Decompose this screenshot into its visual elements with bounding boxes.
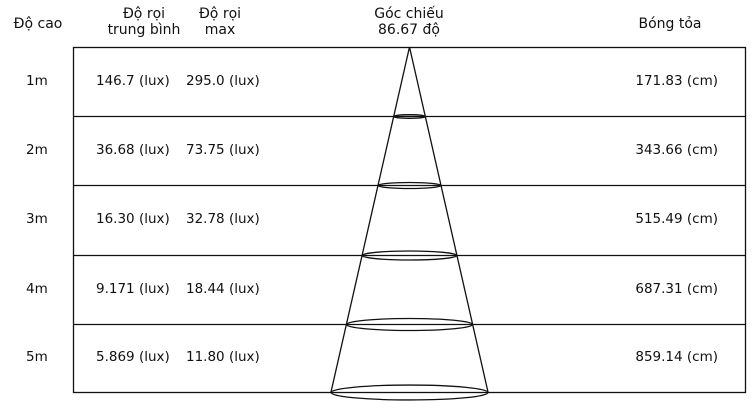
light-cone-section [393,114,426,119]
light-cone-section [361,250,458,261]
row-spread: 171.83 (cm) [635,72,718,89]
header-height: Độ cao [13,16,63,32]
row-avg-illuminance: 146.7 (lux) [96,72,170,89]
row-max-illuminance: 295.0 (lux) [186,72,260,89]
row-spread: 687.31 (cm) [635,280,718,297]
row-spread: 515.49 (cm) [635,211,718,227]
cone-right-edge [408,46,489,393]
light-cone-section [345,317,474,332]
row-height: 4m [26,280,48,297]
header-max: Độ rọi max [180,6,260,38]
row-max-illuminance: 11.80 (lux) [186,349,260,365]
row-height: 1m [26,72,48,89]
light-cone-section [330,384,489,401]
header-avg-line2: trung bình [107,22,181,38]
row-height: 5m [26,349,48,365]
light-cone-section [377,181,442,190]
row-max-illuminance: 32.78 (lux) [186,211,260,227]
row-max-illuminance: 73.75 (lux) [186,141,260,158]
cone-left-edge [330,46,411,393]
header-max-line2: max [204,22,236,38]
header-angle-line2: 86.67 độ [378,22,440,38]
row-spread: 859.14 (cm) [635,349,718,365]
row-spread: 343.66 (cm) [635,141,718,158]
header-spread: Bóng tỏa [638,16,702,32]
header-avg: Độ rọi trung bình [96,6,192,38]
header-max-line1: Độ rọi [198,6,242,22]
header-angle: Góc chiếu 86.67 độ [350,6,468,38]
row-avg-illuminance: 36.68 (lux) [96,141,170,158]
row-max-illuminance: 18.44 (lux) [186,280,260,297]
row-avg-illuminance: 5.869 (lux) [96,349,170,365]
row-height: 2m [26,141,48,158]
row-avg-illuminance: 16.30 (lux) [96,211,170,227]
header-avg-line1: Độ rọi [122,6,166,22]
header-angle-line1: Góc chiếu [374,6,444,22]
row-height: 3m [26,211,48,227]
row-avg-illuminance: 9.171 (lux) [96,280,170,297]
